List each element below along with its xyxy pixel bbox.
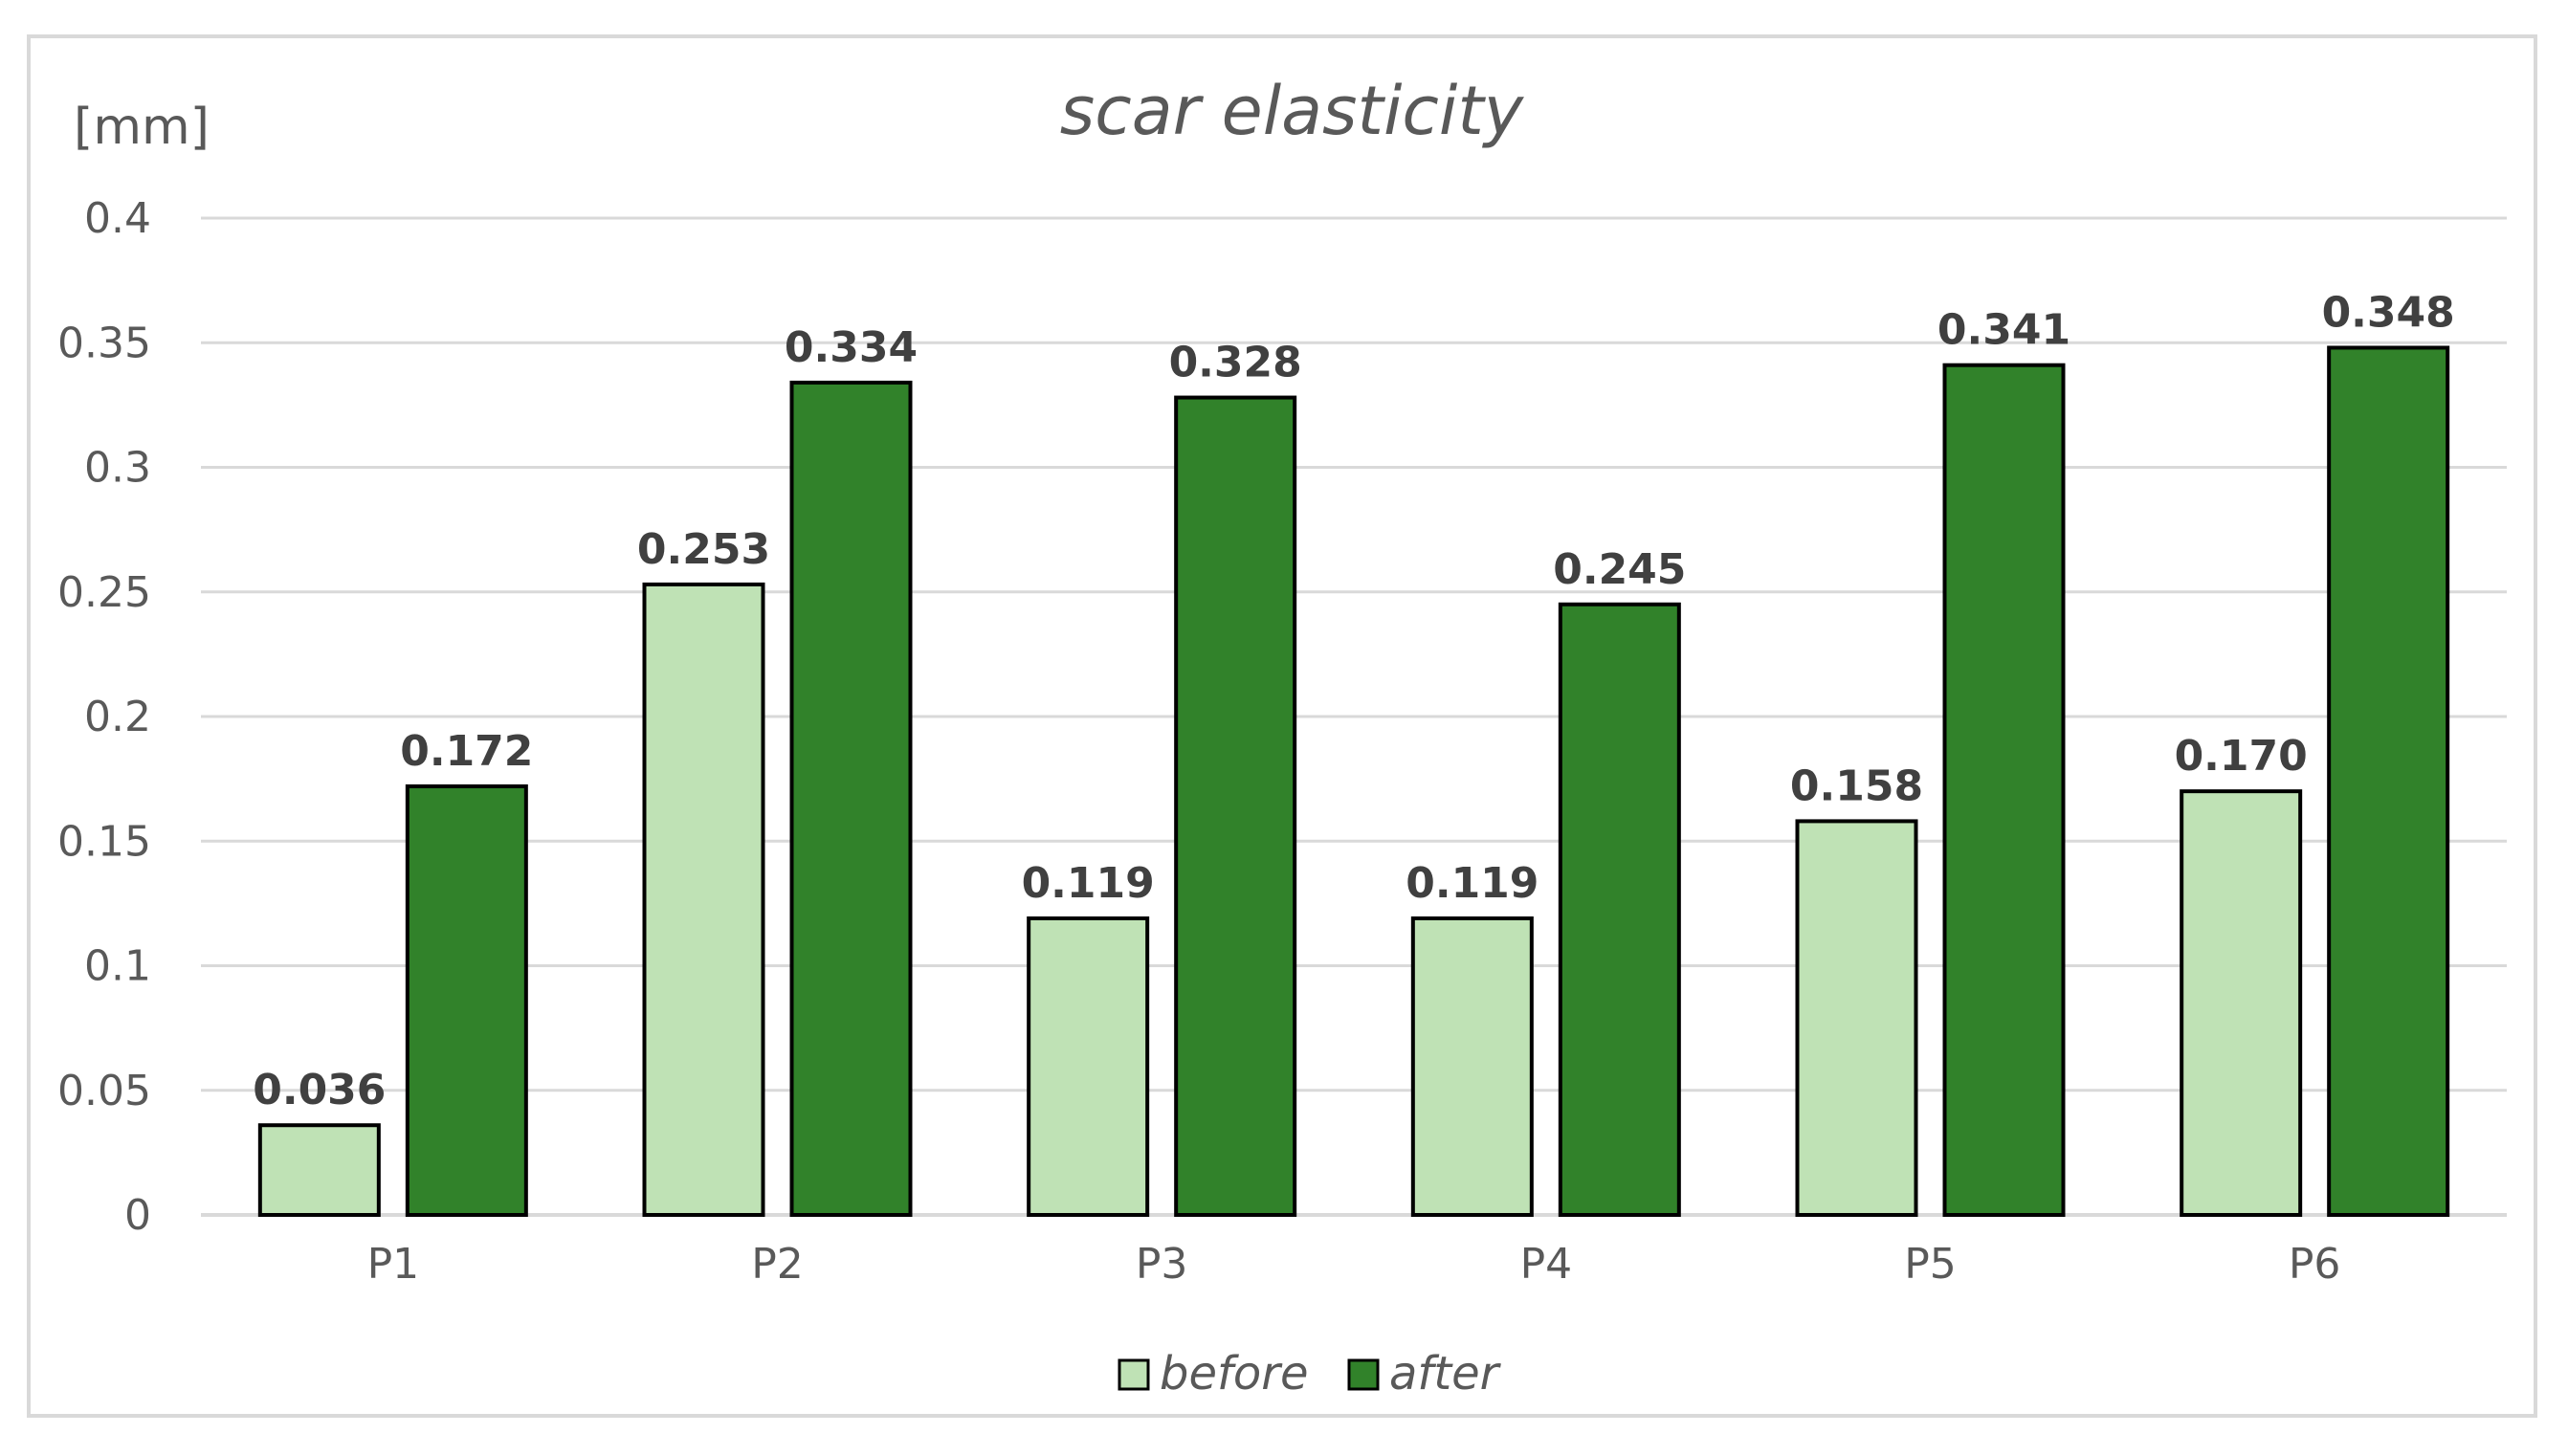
legend-label-before: before bbox=[1160, 1347, 1309, 1401]
bar-after-P6 bbox=[2327, 345, 2450, 1217]
y-tick-label: 0.2 bbox=[84, 693, 151, 741]
y-axis-ticks: 0 0.05 0.1 0.15 0.2 0.25 0.3 0.35 0.4 bbox=[57, 194, 151, 1240]
x-category-label: P1 bbox=[367, 1240, 420, 1289]
bar-before-P2 bbox=[642, 582, 765, 1217]
data-label-after-P6: 0.348 bbox=[2322, 288, 2455, 337]
y-tick-label: 0.35 bbox=[57, 319, 151, 367]
data-label-before-P4: 0.119 bbox=[1406, 859, 1539, 908]
bar-before-P6 bbox=[2180, 789, 2303, 1218]
y-tick-label: 0.4 bbox=[84, 194, 151, 243]
y-tick-label: 0.25 bbox=[57, 568, 151, 617]
data-labels: 0.036 0.172 0.253 0.334 0.119 0.328 0.119 0.245… bbox=[253, 288, 2455, 1114]
bar-before-P5 bbox=[1795, 819, 1918, 1217]
bar-after-P1 bbox=[405, 783, 528, 1217]
legend: before after bbox=[1118, 1347, 1502, 1401]
bars bbox=[257, 345, 2450, 1218]
bar-after-P2 bbox=[789, 380, 913, 1217]
data-label-after-P4: 0.245 bbox=[1553, 545, 1686, 594]
y-tick-label: 0.15 bbox=[57, 817, 151, 866]
data-label-before-P1: 0.036 bbox=[253, 1066, 386, 1114]
data-label-after-P1: 0.172 bbox=[400, 727, 533, 776]
bar-after-P4 bbox=[1558, 602, 1681, 1217]
legend-swatch-after bbox=[1347, 1358, 1380, 1391]
x-category-label: P2 bbox=[751, 1240, 804, 1289]
bar-after-P3 bbox=[1174, 395, 1297, 1217]
x-category-label: P5 bbox=[1904, 1240, 1957, 1289]
x-category-label: P3 bbox=[1136, 1240, 1188, 1289]
chart-frame: scar elasticity [mm] 0 0.05 0.1 0.15 0.2 0.25… bbox=[27, 34, 2537, 1418]
bar-after-P5 bbox=[1942, 363, 2066, 1217]
x-axis-categories: P1 P2 P3 P4 P5 P6 bbox=[367, 1240, 2341, 1289]
legend-label-after: after bbox=[1389, 1347, 1502, 1401]
y-tick-label: 0.05 bbox=[57, 1067, 151, 1115]
y-tick-label: 0 bbox=[124, 1191, 151, 1240]
data-label-after-P5: 0.341 bbox=[1937, 306, 2070, 355]
data-label-after-P3: 0.328 bbox=[1169, 339, 1302, 387]
y-tick-label: 0.3 bbox=[84, 444, 151, 493]
chart-title: scar elasticity bbox=[1060, 72, 1525, 150]
gridlines bbox=[201, 216, 2507, 1217]
data-label-before-P3: 0.119 bbox=[1022, 859, 1155, 908]
x-category-label: P4 bbox=[1520, 1240, 1573, 1289]
x-category-label: P6 bbox=[2289, 1240, 2341, 1289]
bar-before-P4 bbox=[1410, 916, 1534, 1217]
data-label-after-P2: 0.334 bbox=[785, 323, 918, 372]
data-label-before-P2: 0.253 bbox=[637, 525, 770, 574]
y-tick-label: 0.1 bbox=[84, 942, 151, 991]
bar-before-P1 bbox=[257, 1123, 381, 1217]
data-label-before-P6: 0.170 bbox=[2175, 732, 2308, 781]
bar-before-P3 bbox=[1027, 916, 1150, 1217]
y-axis-unit-label: [mm] bbox=[74, 99, 210, 156]
data-label-before-P5: 0.158 bbox=[1790, 761, 1923, 810]
legend-swatch-before bbox=[1118, 1358, 1150, 1391]
bar-chart: scar elasticity [mm] 0 0.05 0.1 0.15 0.2 0.25… bbox=[57, 72, 2507, 1401]
